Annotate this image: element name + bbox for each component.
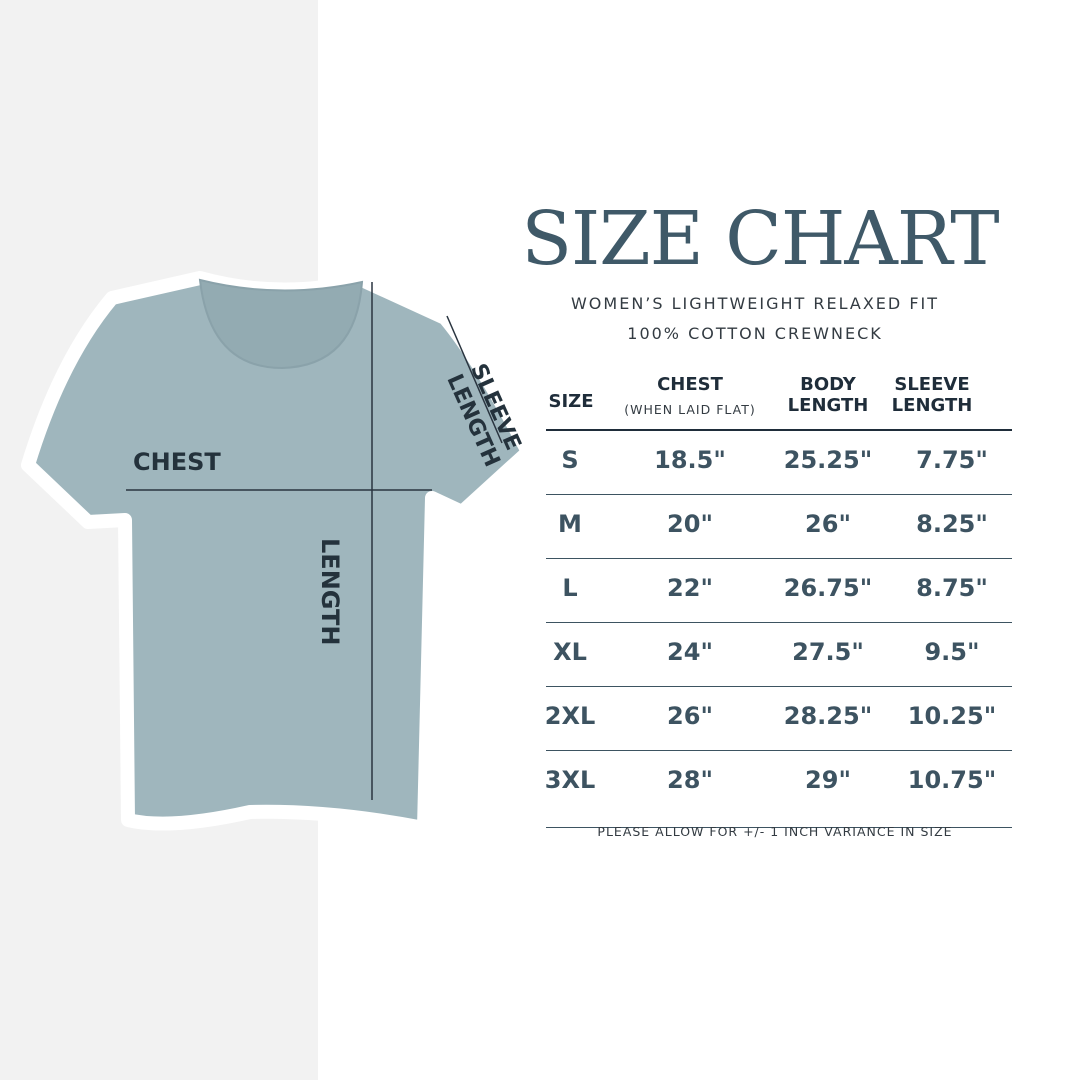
sleeve-measure-line — [446, 315, 503, 444]
cell-sleeve-length: 7.75" — [916, 446, 988, 474]
cell-sleeve-length: 10.75" — [907, 766, 997, 794]
cell-sleeve-length: 10.25" — [907, 702, 997, 730]
header-size: SIZE — [548, 391, 594, 412]
cell-chest: 28" — [667, 766, 713, 794]
cell-body-length: 28.25" — [783, 702, 873, 730]
cell-body-length: 26.75" — [783, 574, 873, 602]
cell-size: L — [562, 574, 578, 602]
header-sleeve-line2: LENGTH — [891, 395, 973, 416]
cell-size: S — [561, 446, 579, 474]
cell-body-length: 26" — [805, 510, 851, 538]
header-body-line2: LENGTH — [787, 395, 869, 416]
header-sleeve-line1: SLEEVE — [894, 374, 970, 395]
cell-size: 2XL — [544, 702, 596, 730]
row-divider — [546, 750, 1012, 751]
row-divider — [546, 622, 1012, 623]
cell-body-length: 25.25" — [783, 446, 873, 474]
page-title: SIZE CHART — [521, 196, 999, 282]
variance-note: PLEASE ALLOW FOR +/- 1 INCH VARIANCE IN … — [597, 824, 953, 839]
row-divider — [546, 558, 1012, 559]
cell-chest: 20" — [667, 510, 713, 538]
row-divider — [546, 494, 1012, 495]
tshirt-diagram — [21, 271, 535, 835]
cell-sleeve-length: 8.25" — [916, 510, 988, 538]
row-divider — [546, 686, 1012, 687]
tshirt-collar — [198, 278, 364, 370]
cell-size: 3XL — [544, 766, 596, 794]
header-body-line1: BODY — [800, 374, 856, 395]
cell-chest: 24" — [667, 638, 713, 666]
header-chest-note: (WHEN LAID FLAT) — [624, 402, 756, 417]
cell-sleeve-length: 9.5" — [924, 638, 980, 666]
cell-chest: 18.5" — [654, 446, 726, 474]
length-label: LENGTH — [316, 538, 344, 646]
header-sleeve-length: SLEEVE LENGTH — [880, 374, 984, 416]
cell-chest: 26" — [667, 702, 713, 730]
header-chest-label: CHEST — [657, 374, 723, 395]
cell-chest: 22" — [667, 574, 713, 602]
cell-size: M — [558, 510, 582, 538]
header-divider — [546, 429, 1012, 431]
subtitle-line2: 100% COTTON CREWNECK — [627, 324, 883, 343]
chest-label: CHEST — [133, 448, 221, 476]
subtitle-line1: WOMEN’S LIGHTWEIGHT RELAXED FIT — [570, 294, 940, 313]
row-divider — [546, 827, 1012, 828]
cell-size: XL — [553, 638, 587, 666]
cell-body-length: 29" — [805, 766, 851, 794]
cell-body-length: 27.5" — [792, 638, 864, 666]
tshirt-outline — [21, 271, 535, 835]
header-chest: CHEST (WHEN LAID FLAT) — [605, 374, 775, 420]
cell-sleeve-length: 8.75" — [916, 574, 988, 602]
header-body-length: BODY LENGTH — [778, 374, 878, 416]
